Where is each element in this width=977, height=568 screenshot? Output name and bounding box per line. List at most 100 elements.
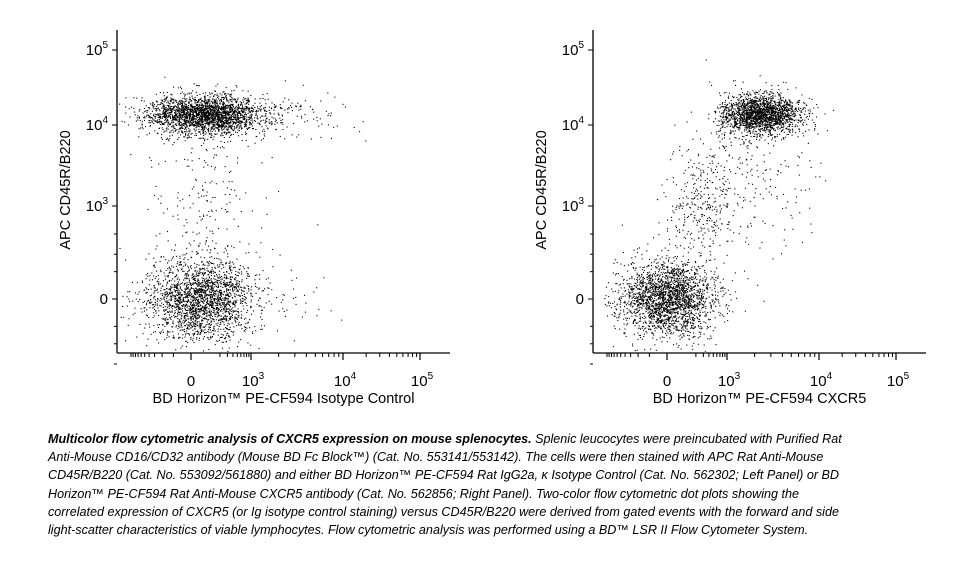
event-dot bbox=[233, 295, 235, 297]
event-dot bbox=[239, 111, 241, 113]
event-dot bbox=[199, 120, 201, 122]
event-dot bbox=[170, 318, 172, 320]
event-dot bbox=[211, 267, 213, 269]
event-dot bbox=[187, 101, 189, 103]
event-dot bbox=[232, 113, 234, 115]
event-dot bbox=[163, 105, 165, 107]
event-dot bbox=[172, 320, 174, 322]
event-dot bbox=[246, 116, 248, 118]
event-dot bbox=[184, 307, 186, 309]
event-dot bbox=[223, 102, 225, 104]
event-dot bbox=[167, 276, 169, 278]
event-dot bbox=[216, 282, 218, 284]
event-dot bbox=[229, 336, 231, 338]
event-dot bbox=[239, 123, 241, 125]
event-dot bbox=[186, 107, 188, 109]
event-dot bbox=[189, 98, 191, 100]
event-dot bbox=[181, 289, 183, 291]
event-dot bbox=[189, 310, 191, 312]
event-dot bbox=[290, 269, 292, 271]
event-dot bbox=[299, 106, 301, 108]
event-dot bbox=[245, 296, 247, 298]
event-dot bbox=[186, 113, 188, 115]
event-dot bbox=[189, 129, 191, 131]
event-dot bbox=[204, 292, 206, 294]
event-dot bbox=[252, 295, 254, 297]
event-dot bbox=[200, 109, 202, 111]
event-dot bbox=[231, 245, 233, 247]
event-dot bbox=[254, 285, 256, 287]
event-dot bbox=[218, 105, 220, 107]
event-dot bbox=[170, 271, 172, 273]
event-dot bbox=[327, 124, 329, 126]
event-dot bbox=[253, 108, 255, 110]
event-dot bbox=[158, 109, 160, 111]
event-dot bbox=[163, 280, 165, 282]
event-dot bbox=[205, 162, 207, 164]
event-dot bbox=[267, 127, 269, 129]
event-dot bbox=[185, 304, 187, 306]
event-dot bbox=[185, 340, 187, 342]
event-dot bbox=[120, 316, 122, 318]
event-dot bbox=[232, 289, 234, 291]
event-dot bbox=[231, 313, 233, 315]
event-dot bbox=[176, 113, 178, 115]
event-dot bbox=[235, 313, 237, 315]
event-dot bbox=[214, 315, 216, 317]
event-dot bbox=[207, 314, 209, 316]
event-dot bbox=[209, 256, 211, 258]
event-dot bbox=[218, 107, 220, 109]
event-dot bbox=[262, 115, 264, 117]
event-dot bbox=[202, 128, 204, 130]
event-dot bbox=[188, 324, 190, 326]
event-dot bbox=[225, 284, 227, 286]
event-dot bbox=[177, 277, 179, 279]
event-dot bbox=[169, 113, 171, 115]
event-dot bbox=[288, 108, 290, 110]
event-dot bbox=[212, 99, 214, 101]
event-dot bbox=[227, 107, 229, 109]
event-dot bbox=[171, 296, 173, 298]
event-dot bbox=[208, 276, 210, 278]
event-dot bbox=[246, 273, 248, 275]
event-dot bbox=[198, 125, 200, 127]
event-dot bbox=[209, 93, 211, 95]
event-dot bbox=[194, 110, 196, 112]
event-dot bbox=[207, 116, 209, 118]
event-dot bbox=[196, 337, 198, 339]
event-dot bbox=[189, 309, 191, 311]
event-dot bbox=[154, 295, 156, 297]
event-dot bbox=[204, 116, 206, 118]
event-dot bbox=[210, 322, 212, 324]
event-dot bbox=[185, 100, 187, 102]
event-dot bbox=[244, 330, 246, 332]
event-dot bbox=[189, 99, 191, 101]
event-dot bbox=[208, 279, 210, 281]
event-dot bbox=[195, 297, 197, 299]
event-dot bbox=[207, 245, 209, 247]
event-dot bbox=[189, 325, 191, 327]
event-dot bbox=[205, 227, 207, 229]
event-dot bbox=[217, 291, 219, 293]
event-dot bbox=[257, 110, 259, 112]
event-dot bbox=[232, 112, 234, 114]
event-dot bbox=[193, 125, 195, 127]
event-dot bbox=[201, 113, 203, 115]
event-dot bbox=[203, 112, 205, 114]
event-dot bbox=[168, 301, 170, 303]
event-dot bbox=[201, 306, 203, 308]
event-dot bbox=[150, 288, 152, 290]
event-dot bbox=[223, 308, 225, 310]
event-dot bbox=[189, 110, 191, 112]
event-dot bbox=[173, 300, 175, 302]
event-dot bbox=[210, 109, 212, 111]
event-dot bbox=[175, 316, 177, 318]
event-dot bbox=[161, 124, 163, 126]
event-dot bbox=[147, 208, 149, 210]
event-dot bbox=[248, 275, 250, 277]
event-dot bbox=[204, 317, 206, 319]
event-dot bbox=[225, 133, 227, 135]
event-dot bbox=[212, 127, 214, 129]
event-dot bbox=[204, 308, 206, 310]
event-dot bbox=[223, 277, 225, 279]
